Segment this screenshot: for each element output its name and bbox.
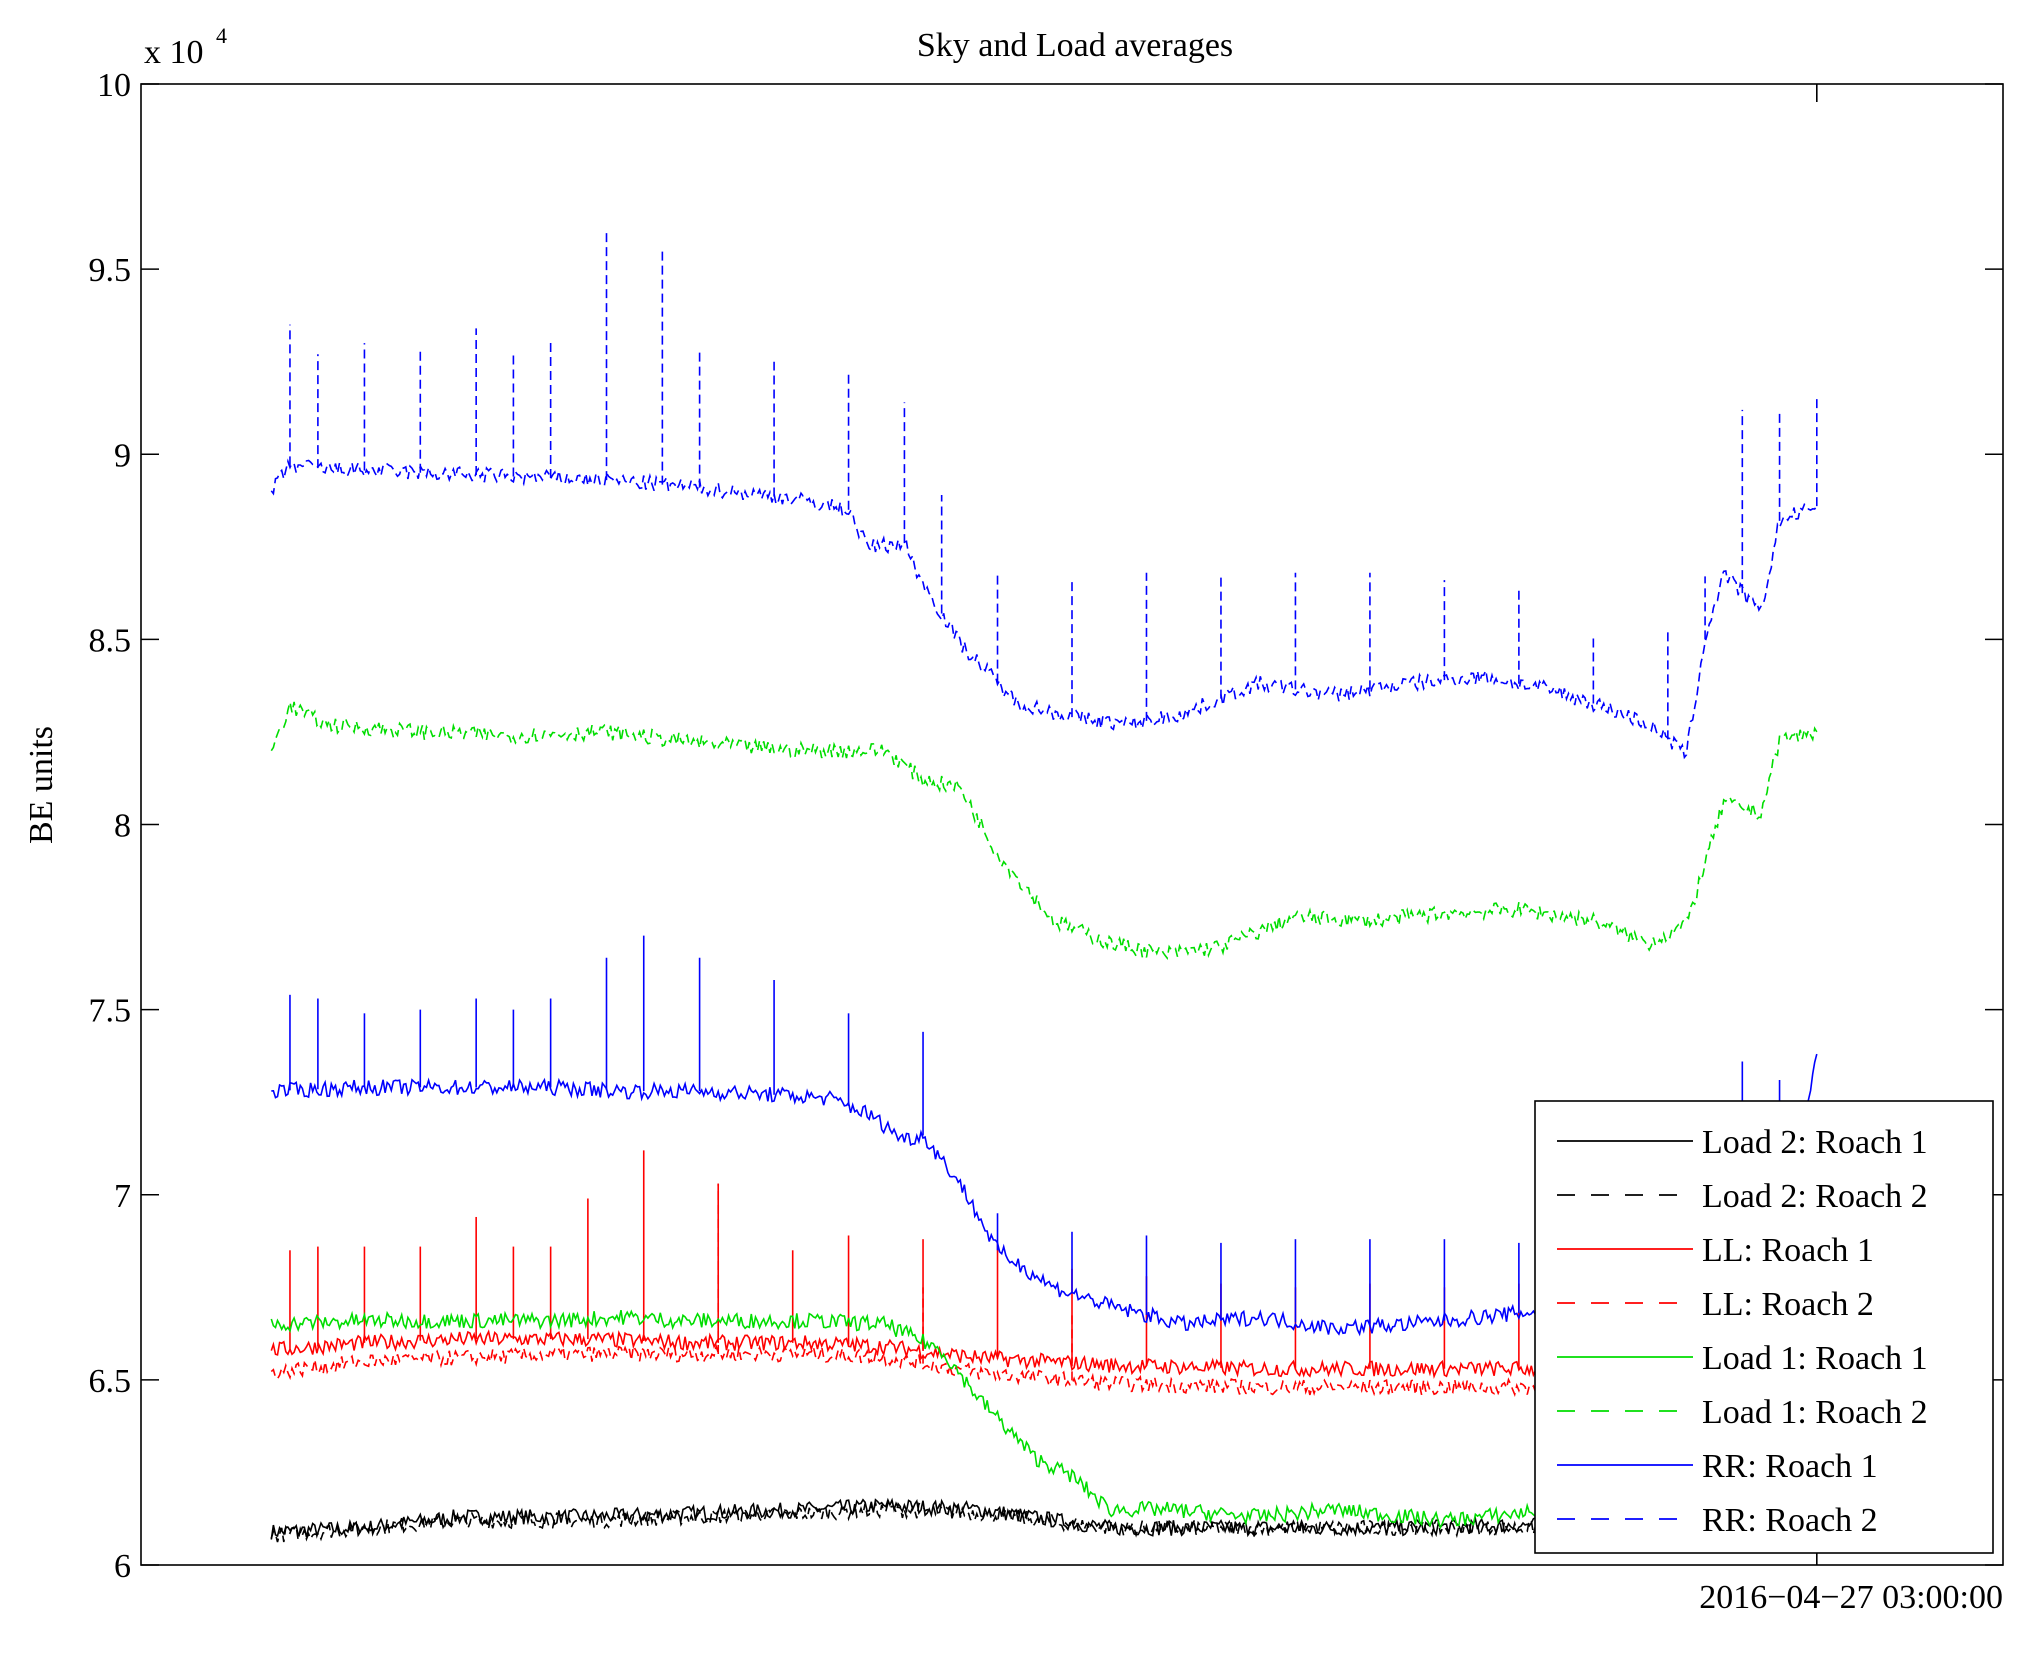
series-line-5 bbox=[270, 701, 1818, 961]
legend-label-1: Load 2: Roach 2 bbox=[1702, 1178, 1928, 1215]
y-tick-label-1: 6.5 bbox=[89, 1363, 132, 1400]
x-tick-label-0: 2016−04−27 03:00:00 bbox=[1699, 1579, 2003, 1616]
legend: Load 2: Roach 1 Load 2: Roach 2 LL: Roach … bbox=[1534, 1100, 1994, 1554]
legend-label-7: RR: Roach 2 bbox=[1702, 1502, 1878, 1539]
y-scale-multiplier: x 10 4 bbox=[144, 23, 227, 71]
series-7 bbox=[270, 228, 1818, 760]
y-tick-label-2: 7 bbox=[114, 1178, 131, 1215]
y-tick-label-8: 10 bbox=[97, 67, 131, 104]
legend-label-2: LL: Roach 1 bbox=[1702, 1232, 1874, 1269]
series-1 bbox=[270, 1500, 1818, 1543]
legend-label-4: Load 1: Roach 1 bbox=[1702, 1340, 1928, 1377]
y-scale-exponent: 4 bbox=[216, 23, 227, 48]
y-tick-label-3: 7.5 bbox=[89, 993, 132, 1030]
legend-label-6: RR: Roach 1 bbox=[1702, 1448, 1878, 1485]
y-scale-label: x 10 bbox=[144, 34, 204, 71]
series-line-1 bbox=[270, 1500, 1818, 1543]
y-tick-label-7: 9.5 bbox=[89, 252, 132, 289]
legend-label-0: Load 2: Roach 1 bbox=[1702, 1124, 1928, 1161]
axes-layer: 6 6.5 7 7.5 8 8.5 9 9.5 10 2016−04−27 03:00:00 bbox=[89, 67, 2004, 1616]
y-tick-label-6: 9 bbox=[114, 437, 131, 474]
series-line-7 bbox=[270, 458, 1818, 760]
y-tick-label-5: 8.5 bbox=[89, 622, 132, 659]
legend-label-3: LL: Roach 2 bbox=[1702, 1286, 1874, 1323]
legend-label-5: Load 1: Roach 2 bbox=[1702, 1394, 1928, 1431]
chart-title: Sky and Load averages bbox=[917, 27, 1233, 64]
y-axis-label: BE units bbox=[23, 726, 60, 844]
series-5 bbox=[270, 701, 1818, 961]
y-tick-label-4: 8 bbox=[114, 808, 131, 845]
y-tick-label-0: 6 bbox=[114, 1548, 131, 1585]
legend-box bbox=[1534, 1100, 1994, 1554]
